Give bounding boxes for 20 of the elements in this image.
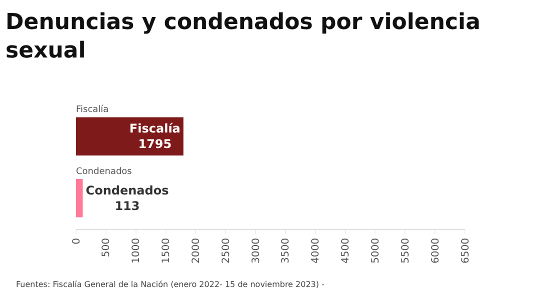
x-tick-label: 4500 [340,238,352,264]
source-note: Fuentes: Fiscalía General de la Nación (enero 2022- 15 de noviembre 2023) - [16,280,325,289]
x-tick-label: 0 [71,238,82,244]
x-tick-label: 3500 [280,238,292,264]
x-tick-label: 6500 [460,238,472,264]
x-tick-label: 1500 [161,238,172,264]
x-tick-label: 2500 [220,238,232,264]
chart-title: Denuncias y condenados por violencia sexual [6,10,480,64]
x-tick-label: 5000 [370,238,382,264]
x-tick-label: 5500 [400,238,412,264]
x-tick-label: 1000 [131,238,142,264]
x-tick-label: 500 [101,238,112,258]
x-tick-label: 2000 [190,238,202,264]
category-label: Fiscalía [129,122,180,136]
x-tick-label: 6000 [430,238,442,264]
x-tick-label: 3000 [250,238,262,264]
data-label: 1795 [138,137,172,152]
data-label: 113 [114,198,140,213]
x-tick-label: 4000 [310,238,322,264]
category-label: Condenados [86,183,169,198]
